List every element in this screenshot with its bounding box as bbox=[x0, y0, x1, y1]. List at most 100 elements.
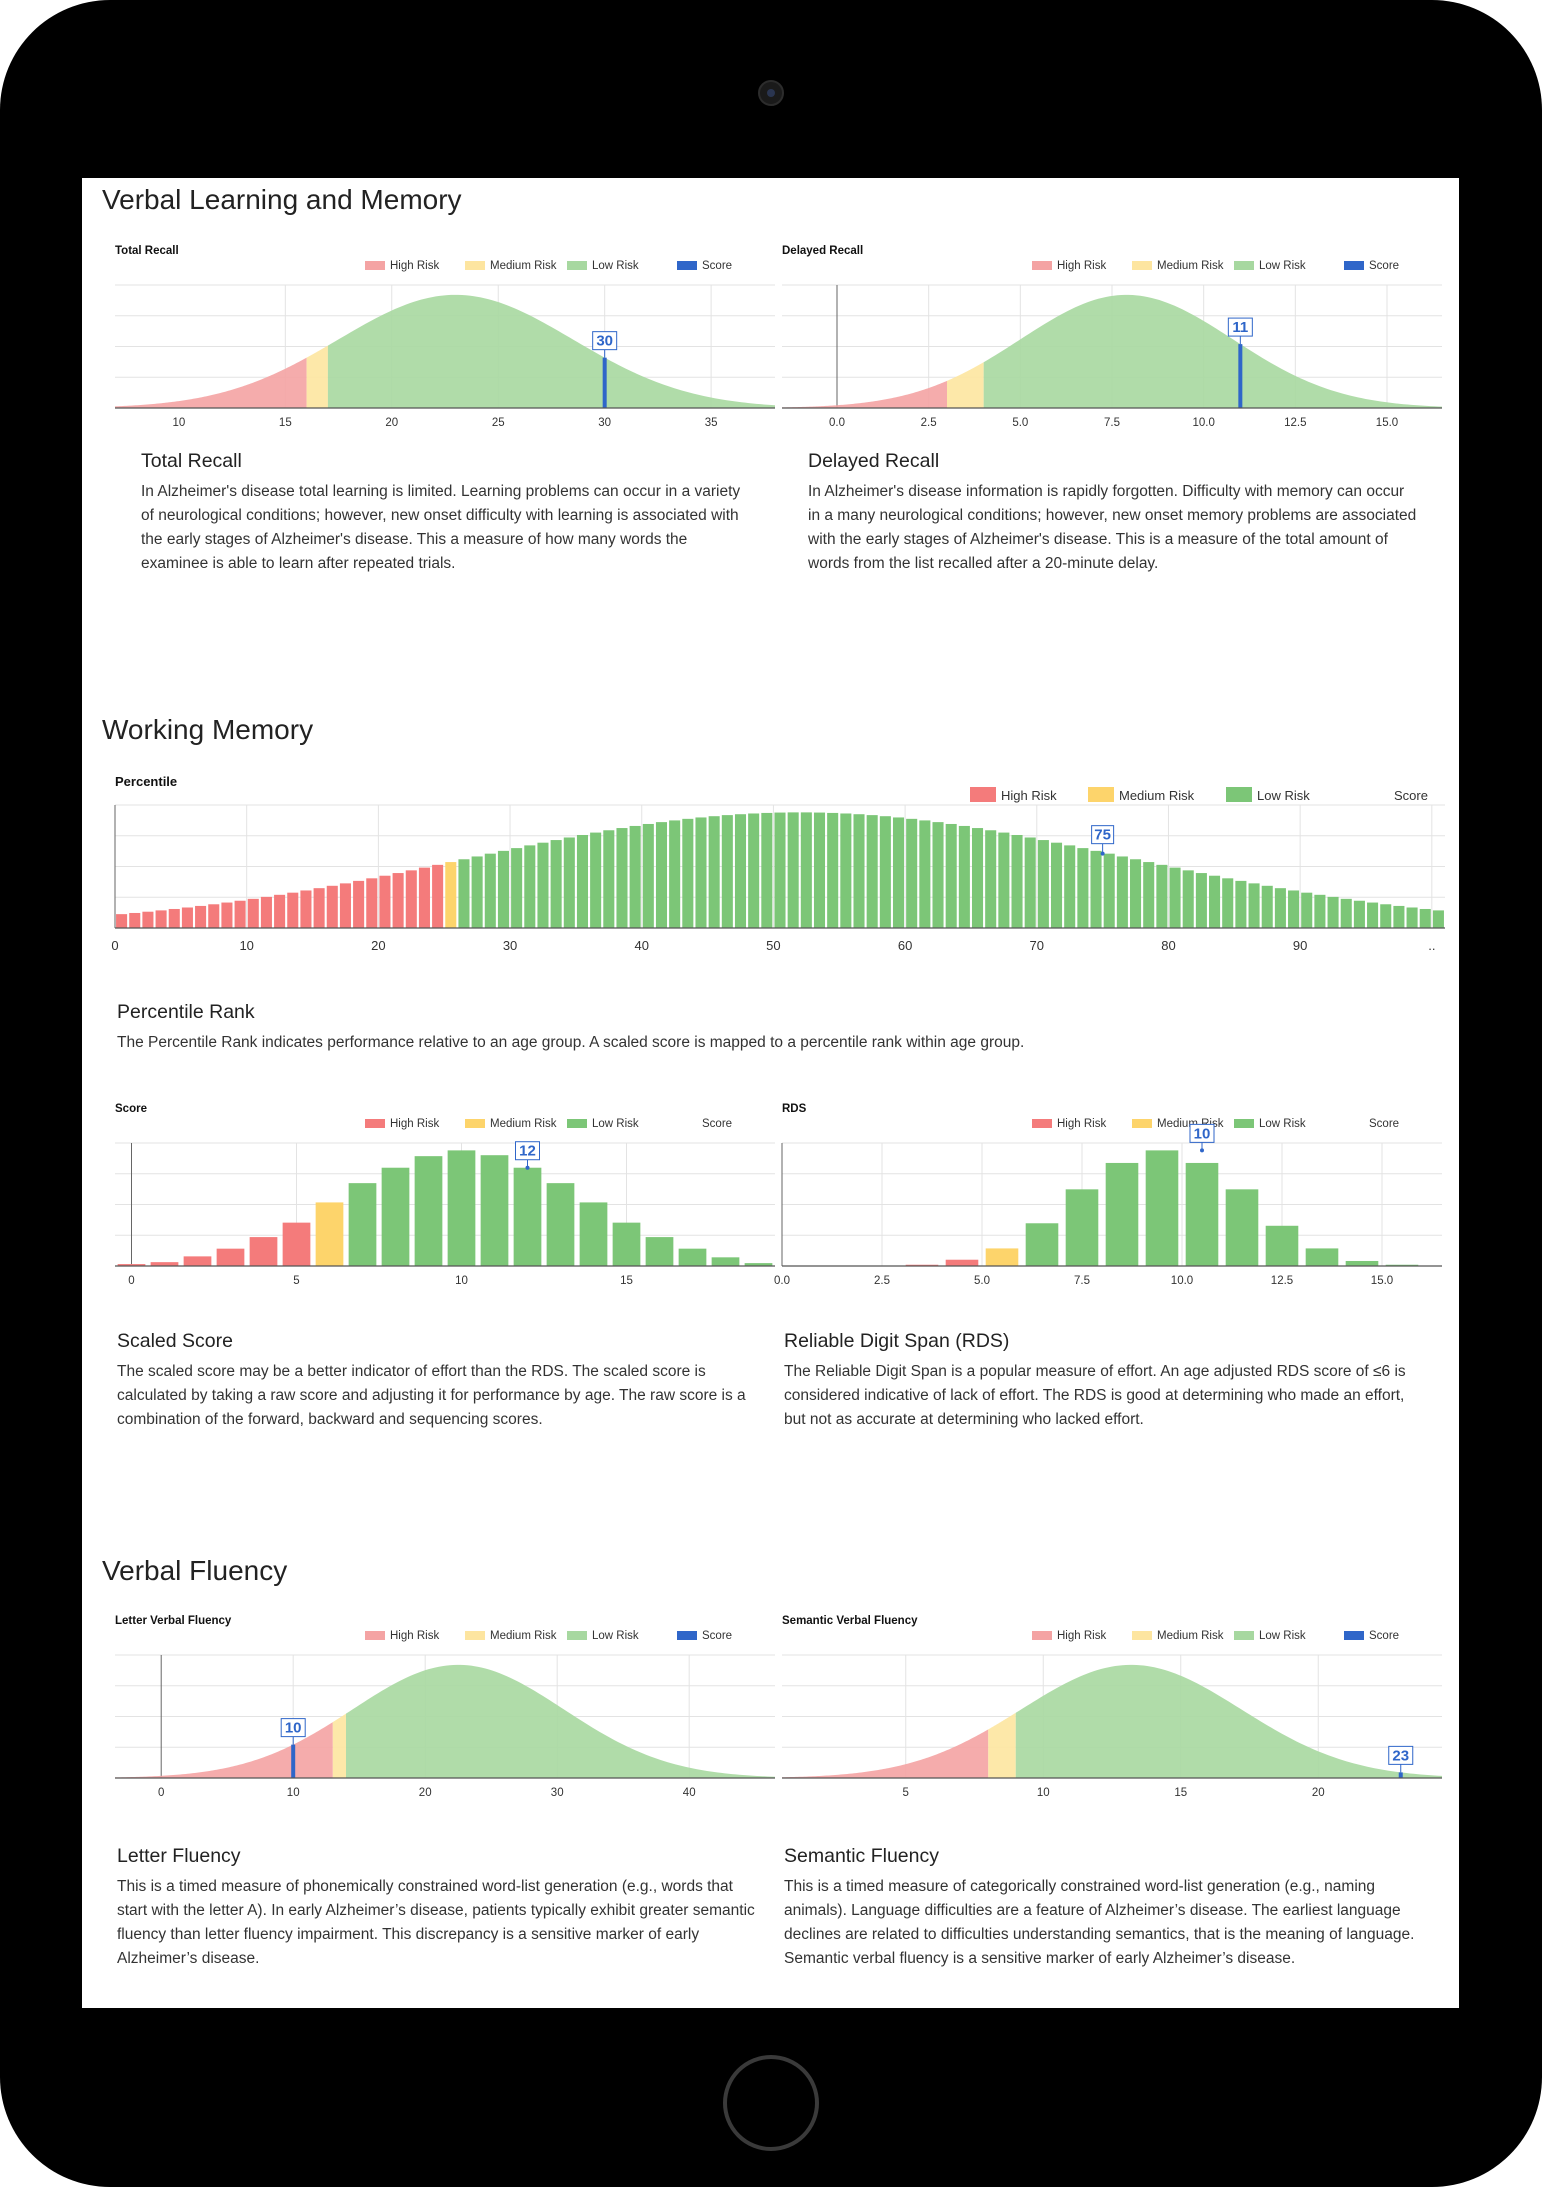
percentile-bar-11 bbox=[260, 896, 272, 928]
percentile-chart: Percentile High Risk Medium Risk Low Risk Sc… bbox=[111, 774, 1445, 953]
percentile-bar-48 bbox=[748, 813, 760, 928]
letter-fluency-chart: Letter Verbal Fluency High Risk Medium Ris… bbox=[115, 1615, 775, 1798]
percentile-bar-73 bbox=[1077, 848, 1089, 928]
letter_fluency-area-high bbox=[115, 1722, 333, 1778]
semantic_fluency-legend-swatch-medium bbox=[1132, 1631, 1152, 1640]
rds-tick-5-0: 5.0 bbox=[974, 1275, 990, 1286]
rds-bar-10 bbox=[1185, 1162, 1219, 1266]
delayed_recall-legend-swatch-high bbox=[1032, 261, 1052, 270]
percentile-tick-0: 0 bbox=[111, 938, 118, 953]
letter_fluency-score-bar bbox=[291, 1744, 296, 1778]
total_recall-tick-20: 20 bbox=[385, 417, 398, 428]
delayed-recall-title: Delayed Recall bbox=[808, 450, 940, 472]
percentile-bar-87 bbox=[1261, 885, 1273, 928]
percentile-bar-14 bbox=[300, 890, 312, 928]
percentile-bar-23 bbox=[418, 867, 430, 928]
total_recall-chart-title: Total Recall bbox=[115, 245, 179, 257]
total-recall-title: Total Recall bbox=[141, 450, 242, 472]
percentile-bar-69 bbox=[1024, 837, 1036, 928]
total_recall-tick-25: 25 bbox=[492, 417, 505, 428]
percentile-bar-54 bbox=[827, 812, 839, 928]
rds-bar-13 bbox=[1305, 1248, 1339, 1266]
percentile-legend-label-score: Score bbox=[1394, 788, 1428, 803]
percentile-bar-26 bbox=[458, 859, 470, 928]
scaled_score-tick-15: 15 bbox=[620, 1275, 633, 1286]
semantic_fluency-legend-swatch-high bbox=[1032, 1631, 1052, 1640]
percentile-bar-30 bbox=[511, 848, 523, 928]
letter_fluency-tick-40: 40 bbox=[683, 1787, 696, 1798]
delayed_recall-legend-label-medium: Medium Risk bbox=[1157, 260, 1224, 272]
scaled_score-bar-3 bbox=[216, 1248, 245, 1266]
home-button[interactable] bbox=[723, 2055, 819, 2151]
delayed_recall-tick-0-0: 0.0 bbox=[829, 417, 845, 428]
semantic_fluency-tick-15: 15 bbox=[1174, 1787, 1187, 1798]
percentile-bar-45 bbox=[708, 816, 720, 928]
percentile-bar-83 bbox=[1209, 875, 1221, 928]
percentile-bar-34 bbox=[563, 837, 575, 928]
rds-bar-5 bbox=[985, 1248, 1019, 1266]
percentile-bar-49 bbox=[761, 812, 773, 928]
percentile-tick-90: 90 bbox=[1293, 938, 1307, 953]
total_recall-score-box bbox=[592, 331, 618, 351]
semantic_fluency-score-box bbox=[1388, 1745, 1414, 1765]
scaled_score-bar-17 bbox=[678, 1248, 707, 1266]
percentile-bar-27 bbox=[471, 856, 483, 928]
rds-bar-6 bbox=[1025, 1223, 1059, 1266]
scaled_score-bar-10 bbox=[447, 1150, 476, 1266]
scaled-score-description: The scaled score may be a better indicat… bbox=[117, 1363, 746, 1428]
total_recall-score-bar bbox=[602, 357, 607, 408]
percentile-bar-12 bbox=[274, 894, 286, 928]
percentile-tick-more: .. bbox=[1428, 938, 1435, 953]
scaled_score-legend-swatch-low bbox=[567, 1119, 587, 1128]
semantic_fluency-score-bar bbox=[1398, 1772, 1403, 1778]
delayed_recall-tick-5-0: 5.0 bbox=[1012, 417, 1028, 428]
scaled_score-bar-15 bbox=[612, 1222, 641, 1266]
letter_fluency-area-medium bbox=[332, 1713, 346, 1778]
letter_fluency-legend-swatch-high bbox=[365, 1631, 385, 1640]
total_recall-legend-label-medium: Medium Risk bbox=[490, 260, 557, 272]
percentile-bar-0 bbox=[116, 914, 128, 928]
letter_fluency-legend-label-medium: Medium Risk bbox=[490, 1630, 557, 1642]
percentile-bar-21 bbox=[392, 873, 404, 928]
percentile-bar-94 bbox=[1353, 900, 1365, 928]
letter_fluency-legend-swatch-medium bbox=[465, 1631, 485, 1640]
percentile-bar-47 bbox=[734, 814, 747, 928]
percentile-bar-86 bbox=[1248, 883, 1260, 928]
delayed_recall-tick-10-0: 10.0 bbox=[1192, 417, 1214, 428]
letter_fluency-legend-label-high: High Risk bbox=[390, 1630, 439, 1642]
scaled_score-score-dot bbox=[525, 1165, 530, 1170]
section-title-verbal-learning: Verbal Learning and Memory bbox=[102, 184, 462, 215]
percentile-bar-1 bbox=[129, 912, 141, 928]
rds-legend-swatch-high bbox=[1032, 1119, 1052, 1128]
scaled_score-legend-swatch-high bbox=[365, 1119, 385, 1128]
percentile-bar-78 bbox=[1143, 862, 1155, 928]
percentile-score-dot bbox=[1100, 851, 1105, 856]
letter_fluency-tick-10: 10 bbox=[287, 1787, 300, 1798]
percentile-bar-67 bbox=[998, 832, 1010, 928]
percentile-legend-label-high: High Risk bbox=[1001, 788, 1057, 803]
total_recall-tick-15: 15 bbox=[279, 417, 292, 428]
percentile-bar-72 bbox=[1064, 845, 1076, 928]
letter_fluency-tick-0: 0 bbox=[158, 1787, 164, 1798]
percentile-bar-89 bbox=[1288, 890, 1300, 928]
semantic_fluency-legend-label-score: Score bbox=[1369, 1630, 1399, 1642]
rds-chart-title: RDS bbox=[782, 1103, 807, 1115]
percentile-bar-68 bbox=[1011, 834, 1023, 928]
percentile-bar-28 bbox=[484, 853, 496, 928]
percentile-tick-40: 40 bbox=[634, 938, 648, 953]
percentile-tick-80: 80 bbox=[1161, 938, 1175, 953]
rds-tick-7-5: 7.5 bbox=[1074, 1275, 1090, 1286]
percentile-tick-10: 10 bbox=[239, 938, 253, 953]
rds-tick-15-0: 15.0 bbox=[1371, 1275, 1393, 1286]
percentile-bar-58 bbox=[879, 816, 891, 928]
section-title-verbal-fluency: Verbal Fluency bbox=[102, 1555, 288, 1586]
semantic_fluency-chart-title: Semantic Verbal Fluency bbox=[782, 1615, 918, 1627]
percentile-bar-59 bbox=[892, 817, 905, 928]
percentile-bar-36 bbox=[590, 832, 602, 928]
percentile-bar-2 bbox=[142, 911, 154, 928]
percentile-bar-82 bbox=[1195, 873, 1207, 928]
scaled-score-title: Scaled Score bbox=[117, 1330, 233, 1352]
rds-bar-7 bbox=[1065, 1189, 1099, 1266]
percentile-bar-90 bbox=[1301, 892, 1313, 928]
rds-legend-swatch-medium bbox=[1132, 1119, 1152, 1128]
